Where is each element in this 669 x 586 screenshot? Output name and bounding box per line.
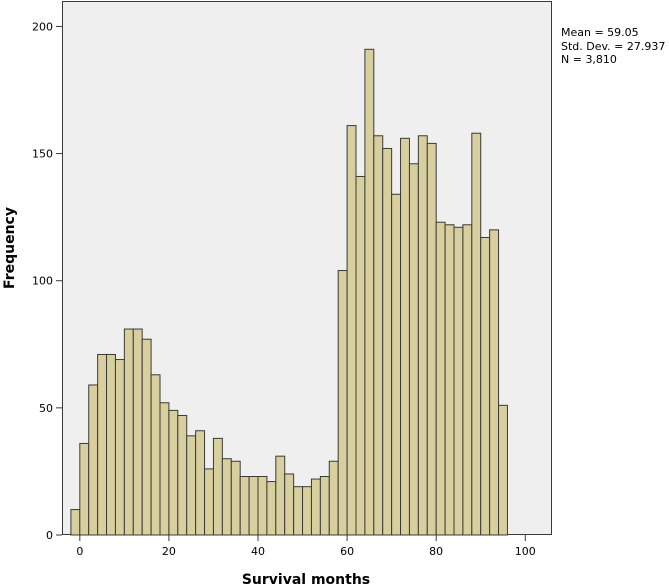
histogram-bar xyxy=(123,328,134,536)
histogram-bar xyxy=(400,137,410,536)
histogram-bar xyxy=(355,175,366,536)
histogram-bar xyxy=(230,460,241,536)
histogram-bar xyxy=(88,384,99,536)
histogram-bar xyxy=(498,404,508,536)
x-tick-label: 100 xyxy=(515,545,536,558)
histogram-bar xyxy=(106,353,116,536)
histogram-bar xyxy=(471,132,482,536)
bars-group xyxy=(70,48,508,536)
histogram-bar xyxy=(382,147,393,536)
x-axis-title: Survival months xyxy=(242,572,370,586)
std-dev-label: Std. Dev. = 27.937 xyxy=(561,39,666,53)
histogram-bar xyxy=(364,48,375,536)
y-tick-label: 0 xyxy=(46,529,53,542)
histogram-bar xyxy=(97,353,108,536)
summary-statistics: Mean = 59.05 Std. Dev. = 27.937 N = 3,81… xyxy=(561,26,665,67)
histogram-bar xyxy=(177,414,188,536)
histogram-bar xyxy=(186,435,197,536)
histogram-bar xyxy=(221,458,232,536)
x-tick-label: 20 xyxy=(162,545,176,558)
y-tick-label: 100 xyxy=(32,275,53,288)
histogram-bar xyxy=(204,468,214,536)
y-tick-label: 50 xyxy=(39,402,53,415)
histogram-bar xyxy=(346,125,357,536)
histogram-bar xyxy=(150,374,161,536)
histogram-bar xyxy=(426,142,437,536)
histogram-bar xyxy=(328,460,339,536)
histogram-bar xyxy=(284,473,295,536)
histogram-bar xyxy=(293,486,304,536)
histogram-bar xyxy=(159,402,170,536)
histogram-bar xyxy=(79,442,90,536)
histogram-bar xyxy=(444,224,455,536)
mean-label: Mean = 59.05 xyxy=(561,26,639,39)
histogram-bar xyxy=(114,359,125,536)
histogram-bar xyxy=(70,509,81,536)
histogram-bar xyxy=(337,270,348,536)
y-tick-label: 150 xyxy=(32,148,53,161)
y-axis: 0 50 100 150 200 xyxy=(32,20,62,542)
histogram-bar xyxy=(408,163,419,536)
histogram-bar xyxy=(132,328,143,536)
histogram-bar xyxy=(266,481,277,536)
histogram-bar xyxy=(310,478,321,536)
histogram-bar xyxy=(248,476,259,536)
histogram-bar xyxy=(168,409,179,536)
histogram-bar xyxy=(195,430,206,536)
histogram-bar xyxy=(275,455,286,536)
histogram-bar xyxy=(417,135,428,536)
histogram-bar xyxy=(319,476,330,536)
histogram-bar xyxy=(212,437,223,536)
y-tick-label: 200 xyxy=(32,20,53,33)
histogram-bar xyxy=(480,236,491,536)
histogram-bar xyxy=(257,476,268,536)
histogram-bar xyxy=(239,476,250,536)
x-axis: 0 20 40 60 80 100 xyxy=(76,535,536,558)
histogram-bar xyxy=(453,226,464,536)
histogram-bar xyxy=(435,221,446,536)
histogram-bar xyxy=(141,338,152,536)
histogram-bar xyxy=(391,193,402,536)
histogram-bar xyxy=(373,135,384,536)
histogram-bar xyxy=(462,224,473,536)
x-tick-label: 0 xyxy=(76,545,83,558)
y-axis-title: Frequency xyxy=(2,207,18,289)
histogram-bar xyxy=(302,486,312,536)
n-label: N = 3,810 xyxy=(561,53,617,66)
x-tick-label: 60 xyxy=(340,545,354,558)
x-tick-label: 40 xyxy=(251,545,265,558)
x-tick-label: 80 xyxy=(429,545,443,558)
histogram-bar xyxy=(489,229,500,536)
